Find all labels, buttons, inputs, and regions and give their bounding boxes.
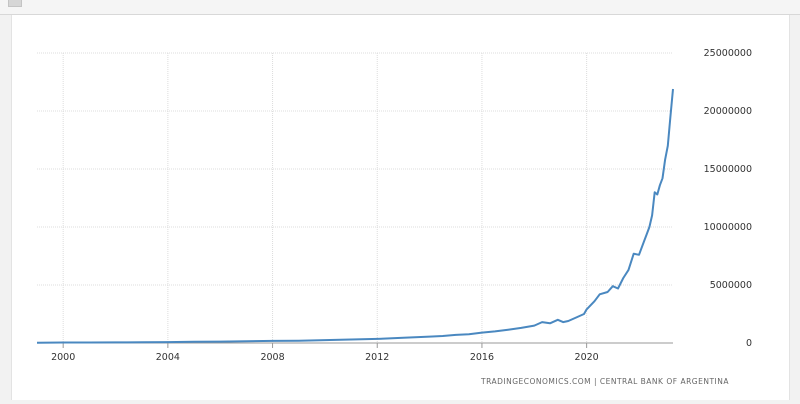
x-tick-label: 2000 <box>51 352 75 363</box>
x-tick-label: 2016 <box>470 352 494 363</box>
chart-card: 0 5000000 10000000 15000000 20000000 25000000… <box>11 15 790 400</box>
x-tick-label: 2008 <box>260 352 284 363</box>
x-tick-label: 2004 <box>156 352 180 363</box>
source-attribution: TRADINGECONOMICS.COM | CENTRAL BANK OF A… <box>481 377 729 386</box>
x-tick-label: 2012 <box>365 352 389 363</box>
x-tick-label: 2020 <box>575 352 599 363</box>
y-axis-labels: 0 5000000 10000000 15000000 20000000 25000000 <box>704 48 752 349</box>
y-tick-label: 25000000 <box>704 48 752 59</box>
x-axis <box>37 342 673 348</box>
top-bar <box>0 0 800 15</box>
y-tick-label: 20000000 <box>704 106 752 117</box>
menu-icon[interactable] <box>8 0 22 7</box>
y-tick-label: 15000000 <box>704 164 752 175</box>
y-tick-label: 5000000 <box>710 280 752 291</box>
y-tick-label: 0 <box>746 338 752 349</box>
grid-lines <box>37 52 673 343</box>
series-group <box>36 88 674 344</box>
series-line <box>36 88 674 344</box>
x-axis-labels: 2000 2004 2008 2012 2016 2020 <box>51 352 599 363</box>
y-tick-label: 10000000 <box>704 222 752 233</box>
chart-svg: 0 5000000 10000000 15000000 20000000 25000000… <box>36 48 752 363</box>
